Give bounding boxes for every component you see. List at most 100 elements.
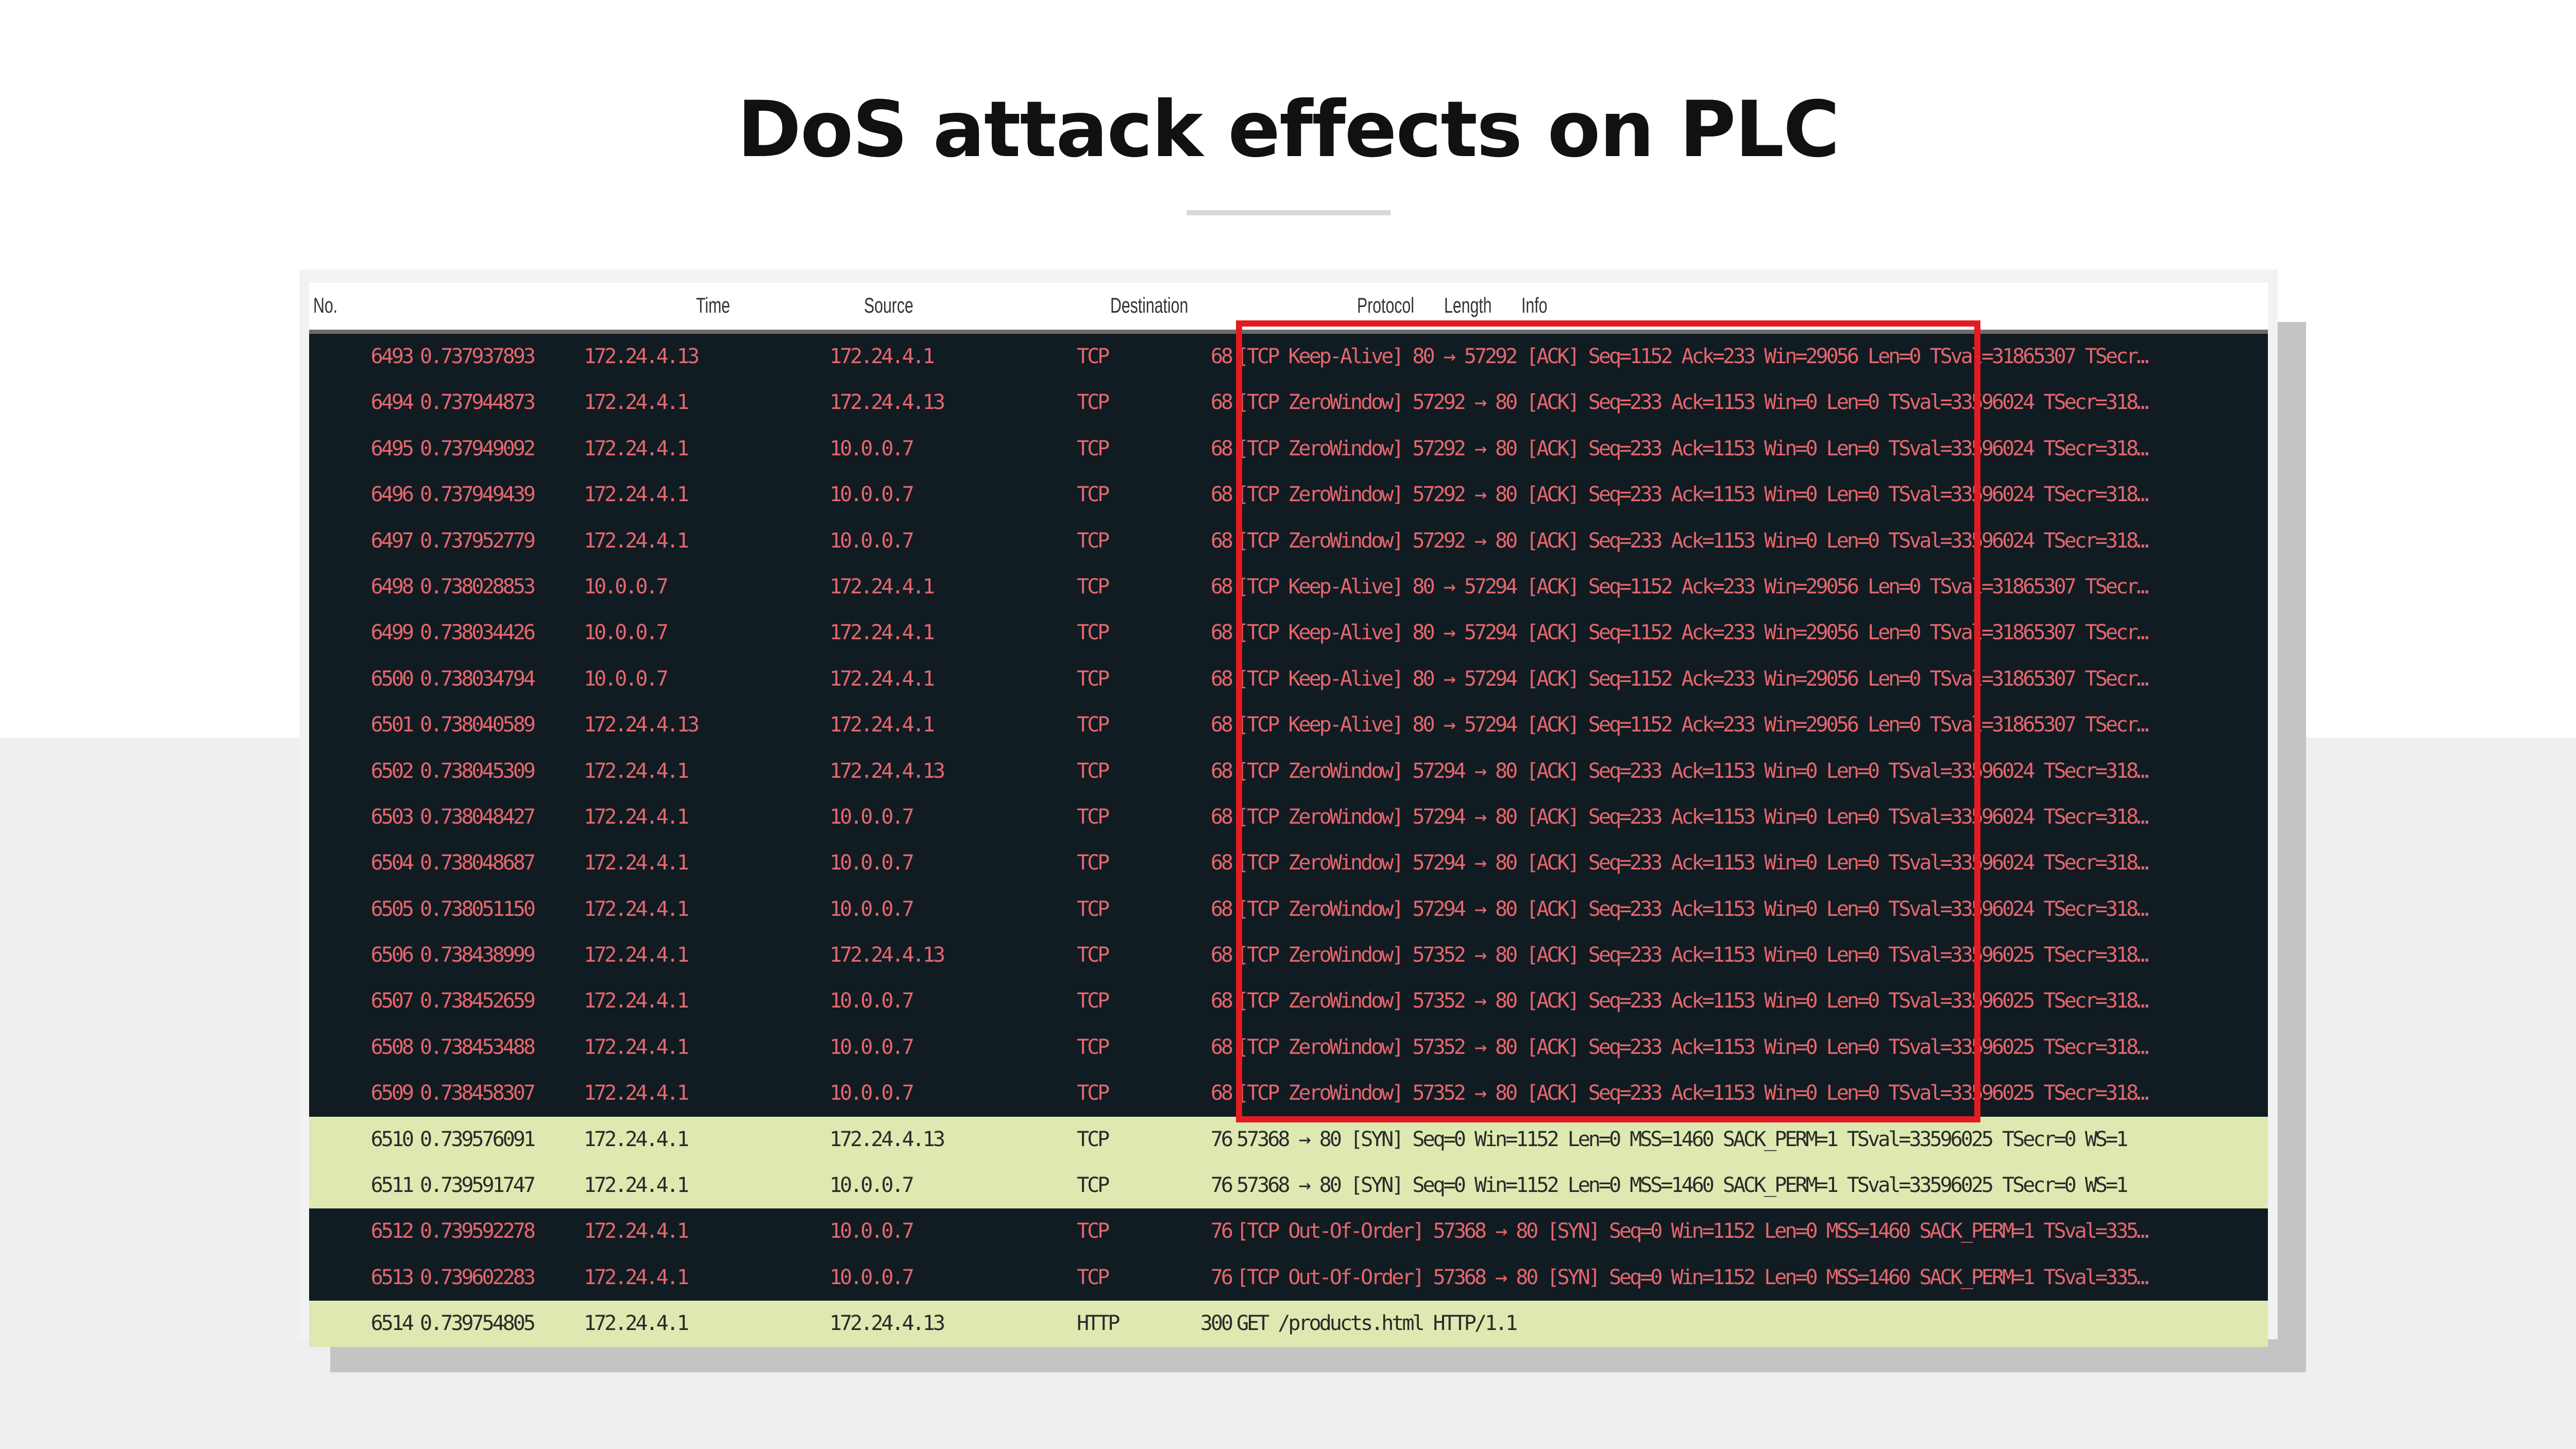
cell-info: [TCP ZeroWindow] 57352 → 80 [ACK] Seq=23… — [1236, 943, 2149, 967]
cell-time: 0.738438999 — [420, 943, 536, 967]
packet-row[interactable]: 6493 0.737937893 172.24.4.13 172.24.4.1 TCP 6… — [309, 334, 2268, 380]
cell-no: 6494 — [370, 390, 414, 415]
cell-info: [TCP ZeroWindow] 57294 → 80 [ACK] Seq=23… — [1236, 805, 2149, 829]
cell-length: 68 — [1210, 390, 1233, 415]
packet-row[interactable]: 6507 0.738452659 172.24.4.1 10.0.0.7 TCP 68 [T… — [309, 978, 2268, 1025]
packet-row[interactable]: 6509 0.738458307 172.24.4.1 10.0.0.7 TCP 68 [T… — [309, 1070, 2268, 1117]
cell-length: 68 — [1210, 667, 1233, 691]
cell-info: 57368 → 80 [SYN] Seq=0 Win=1152 Len=0 MS… — [1236, 1127, 2128, 1151]
packet-row[interactable]: 6502 0.738045309 172.24.4.1 172.24.4.13 TCP 6… — [309, 748, 2268, 794]
column-header-no[interactable]: No. — [313, 293, 338, 317]
cell-protocol: TCP — [1077, 851, 1110, 875]
packet-row[interactable]: 6499 0.738034426 10.0.0.7 172.24.4.1 TCP 68 [T… — [309, 610, 2268, 656]
cell-no: 6504 — [370, 851, 414, 875]
packet-row[interactable]: 6497 0.737952779 172.24.4.1 10.0.0.7 TCP 68 [T… — [309, 518, 2268, 564]
cell-info: [TCP Keep-Alive] 80 → 57292 [ACK] Seq=11… — [1236, 345, 2149, 368]
cell-no: 6493 — [370, 345, 414, 368]
packet-row[interactable]: 6503 0.738048427 172.24.4.1 10.0.0.7 TCP 68 [T… — [309, 794, 2268, 841]
column-header-length[interactable]: Length — [1444, 293, 1492, 317]
cell-length: 68 — [1210, 713, 1233, 737]
cell-source: 172.24.4.1 — [584, 483, 689, 507]
cell-info: [TCP Keep-Alive] 80 → 57294 [ACK] Seq=11… — [1236, 667, 2149, 691]
cell-time: 0.737949092 — [420, 436, 536, 461]
cell-time: 0.738051150 — [420, 897, 536, 921]
cell-no: 6507 — [370, 989, 414, 1013]
cell-info: 57368 → 80 [SYN] Seq=0 Win=1152 Len=0 MS… — [1236, 1173, 2128, 1198]
cell-destination: 10.0.0.7 — [829, 1219, 914, 1243]
cell-protocol: TCP — [1077, 1219, 1110, 1243]
cell-source: 172.24.4.1 — [584, 1035, 689, 1059]
cell-source: 10.0.0.7 — [584, 621, 669, 645]
cell-no: 6499 — [370, 621, 414, 645]
cell-no: 6508 — [370, 1035, 414, 1059]
cell-destination: 172.24.4.1 — [829, 713, 935, 737]
column-header-source[interactable]: Source — [863, 293, 913, 317]
cell-destination: 10.0.0.7 — [829, 805, 914, 829]
cell-source: 172.24.4.1 — [584, 851, 689, 875]
cell-no: 6503 — [370, 805, 414, 829]
cell-source: 172.24.4.1 — [584, 529, 689, 553]
cell-protocol: TCP — [1077, 621, 1110, 645]
cell-length: 68 — [1210, 621, 1233, 645]
packet-row[interactable]: 6510 0.739576091 172.24.4.1 172.24.4.13 TCP 7… — [309, 1116, 2268, 1163]
cell-time: 0.737937893 — [420, 345, 536, 368]
cell-info: [TCP Keep-Alive] 80 → 57294 [ACK] Seq=11… — [1236, 713, 2149, 737]
column-header-destination[interactable]: Destination — [1110, 293, 1189, 317]
column-header-time[interactable]: Time — [696, 293, 731, 317]
cell-destination: 172.24.4.1 — [829, 345, 935, 368]
cell-time: 0.738452659 — [420, 989, 536, 1013]
column-header-info[interactable]: Info — [1521, 293, 1548, 317]
cell-source: 172.24.4.1 — [584, 1219, 689, 1243]
cell-length: 68 — [1210, 943, 1233, 967]
cell-destination: 172.24.4.13 — [829, 943, 945, 967]
cell-time: 0.737944873 — [420, 390, 536, 415]
cell-length: 68 — [1210, 851, 1233, 875]
column-header-protocol[interactable]: Protocol — [1357, 293, 1414, 317]
cell-destination: 172.24.4.13 — [829, 1311, 945, 1336]
packet-row[interactable]: 6511 0.739591747 172.24.4.1 10.0.0.7 TCP 76 57… — [309, 1163, 2268, 1209]
packet-row[interactable]: 6512 0.739592278 172.24.4.1 10.0.0.7 TCP 76 [T… — [309, 1208, 2268, 1255]
packet-row[interactable]: 6498 0.738028853 10.0.0.7 172.24.4.1 TCP 68 [T… — [309, 564, 2268, 610]
cell-protocol: TCP — [1077, 529, 1110, 553]
cell-time: 0.737952779 — [420, 529, 536, 553]
cell-time: 0.738040589 — [420, 713, 536, 737]
cell-info: [TCP Out-Of-Order] 57368 → 80 [SYN] Seq=… — [1236, 1219, 2149, 1243]
cell-no: 6514 — [370, 1311, 414, 1336]
cell-protocol: TCP — [1077, 1127, 1110, 1151]
cell-protocol: TCP — [1077, 483, 1110, 507]
cell-destination: 10.0.0.7 — [829, 1265, 914, 1289]
cell-destination: 172.24.4.1 — [829, 574, 935, 599]
cell-info: [TCP ZeroWindow] 57294 → 80 [ACK] Seq=23… — [1236, 897, 2149, 921]
packet-row[interactable]: 6514 0.739754805 172.24.4.1 172.24.4.13 HTTP… — [309, 1301, 2268, 1347]
cell-source: 172.24.4.1 — [584, 436, 689, 461]
cell-protocol: TCP — [1077, 943, 1110, 967]
cell-no: 6498 — [370, 574, 414, 599]
highlight-box — [1236, 320, 1980, 1122]
cell-destination: 10.0.0.7 — [829, 436, 914, 461]
packet-row[interactable]: 6496 0.737949439 172.24.4.1 10.0.0.7 TCP 68 [T… — [309, 472, 2268, 518]
cell-length: 68 — [1210, 759, 1233, 783]
packet-row[interactable]: 6506 0.738438999 172.24.4.1 172.24.4.13 TCP 6… — [309, 932, 2268, 979]
cell-no: 6510 — [370, 1127, 414, 1151]
cell-no: 6496 — [370, 483, 414, 507]
packet-row[interactable]: 6508 0.738453488 172.24.4.1 10.0.0.7 TCP 68 [T… — [309, 1024, 2268, 1071]
cell-source: 172.24.4.1 — [584, 759, 689, 783]
cell-info: [TCP ZeroWindow] 57294 → 80 [ACK] Seq=23… — [1236, 759, 2149, 783]
packet-row[interactable]: 6494 0.737944873 172.24.4.1 172.24.4.13 TCP 6… — [309, 380, 2268, 426]
cell-source: 172.24.4.1 — [584, 390, 689, 415]
packet-row[interactable]: 6500 0.738034794 10.0.0.7 172.24.4.1 TCP 68 [T… — [309, 656, 2268, 703]
packet-row[interactable]: 6505 0.738051150 172.24.4.1 10.0.0.7 TCP 68 [T… — [309, 886, 2268, 933]
cell-source: 172.24.4.1 — [584, 1173, 689, 1198]
packet-row[interactable]: 6504 0.738048687 172.24.4.1 10.0.0.7 TCP 68 [T… — [309, 840, 2268, 887]
cell-source: 10.0.0.7 — [584, 574, 669, 599]
cell-info: [TCP ZeroWindow] 57352 → 80 [ACK] Seq=23… — [1236, 1081, 2149, 1105]
slide-title: DoS attack effects on PLC — [737, 85, 1840, 175]
cell-protocol: TCP — [1077, 805, 1110, 829]
cell-protocol: TCP — [1077, 1173, 1110, 1198]
cell-length: 68 — [1210, 989, 1233, 1013]
packet-row[interactable]: 6513 0.739602283 172.24.4.1 10.0.0.7 TCP 76 [T… — [309, 1254, 2268, 1301]
packet-row[interactable]: 6501 0.738040589 172.24.4.13 172.24.4.1 TCP 6… — [309, 702, 2268, 748]
cell-destination: 172.24.4.1 — [829, 621, 935, 645]
cell-length: 68 — [1210, 805, 1233, 829]
packet-row[interactable]: 6495 0.737949092 172.24.4.1 10.0.0.7 TCP 68 [T… — [309, 425, 2268, 472]
